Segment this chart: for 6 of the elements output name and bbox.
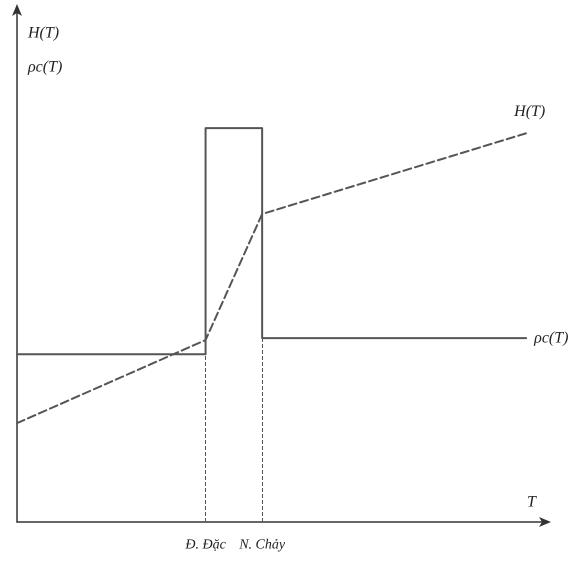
x-tick-label: N. Chảy — [238, 538, 286, 552]
x-axis-title: T — [527, 494, 537, 510]
x-tick-label: Đ. Đặc — [184, 538, 227, 552]
y-axis-title: H(T) ρc(T) — [27, 24, 62, 76]
series-label: ρc(T) — [533, 330, 568, 347]
series-label: H(T) — [513, 102, 546, 120]
